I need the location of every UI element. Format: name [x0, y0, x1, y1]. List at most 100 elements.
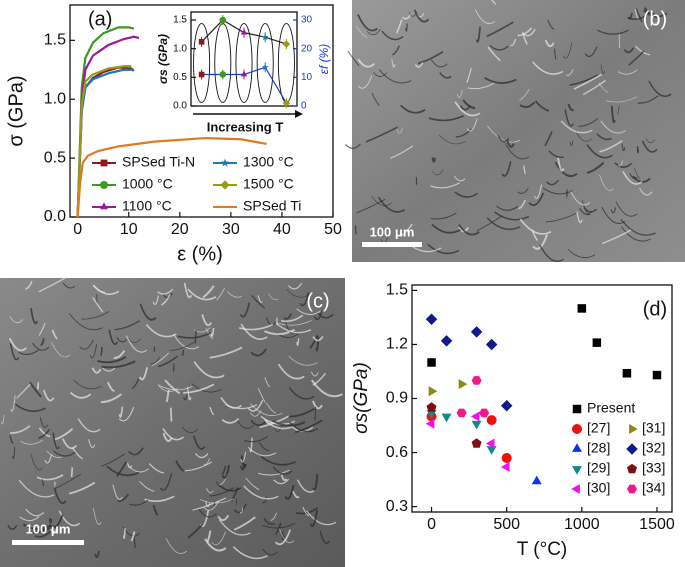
streak	[258, 442, 270, 452]
y-tick-label: 0.0	[173, 101, 187, 112]
streak	[600, 120, 626, 134]
streak	[610, 105, 616, 124]
x-tick-label: 10	[120, 221, 138, 238]
inset-x-label: Increasing T	[207, 119, 284, 134]
streak	[53, 450, 76, 457]
x-tick-label: 1500	[639, 516, 675, 533]
streak	[1, 414, 5, 425]
streak	[569, 74, 599, 86]
x-tick-label: 50	[324, 221, 342, 238]
streak	[192, 497, 227, 511]
streak	[101, 453, 126, 467]
streak	[173, 334, 200, 350]
marker	[425, 418, 435, 429]
streak	[570, 191, 591, 206]
streak	[623, 47, 635, 54]
streak	[517, 27, 533, 37]
streak	[101, 366, 116, 372]
y-tick-label: 0.5	[173, 72, 187, 83]
streak	[411, 245, 442, 253]
streak	[100, 393, 122, 404]
streak	[251, 295, 266, 309]
streak	[357, 14, 379, 32]
streak	[264, 418, 273, 425]
streak	[544, 131, 553, 147]
streak	[209, 346, 243, 359]
streak	[544, 39, 555, 48]
streak	[601, 229, 632, 245]
marker	[572, 404, 582, 414]
streak	[296, 308, 321, 316]
streak	[215, 481, 242, 492]
streak	[218, 519, 251, 536]
streak	[431, 223, 461, 234]
marker	[261, 33, 269, 41]
y-tick-label: 1.5	[386, 282, 408, 299]
streak	[431, 157, 436, 163]
arrowhead	[295, 110, 303, 118]
streak	[9, 435, 14, 444]
x-tick-label: 500	[493, 516, 520, 533]
streak	[610, 207, 617, 214]
streak	[496, 205, 519, 211]
panel-label: (b)	[643, 8, 667, 30]
legend-label: [27]	[587, 420, 610, 436]
streak	[81, 311, 110, 320]
streak	[310, 371, 319, 377]
legend-label: 1100 °C	[122, 198, 172, 214]
streak	[244, 435, 268, 443]
streak	[185, 461, 213, 472]
streak	[408, 11, 417, 17]
streak	[458, 224, 480, 236]
streak	[528, 192, 545, 206]
streak	[206, 530, 212, 543]
streak	[257, 295, 263, 304]
streak	[413, 9, 430, 23]
marker	[531, 475, 542, 485]
streak	[622, 170, 643, 185]
marker	[627, 484, 637, 494]
streak	[34, 530, 52, 538]
streak	[497, 135, 510, 143]
streak	[597, 29, 629, 35]
streak	[275, 522, 282, 535]
streak	[169, 341, 194, 351]
streak	[302, 506, 310, 517]
scale-label: 100 μm	[26, 521, 71, 536]
streak	[272, 419, 306, 427]
streak	[250, 419, 267, 427]
streak	[245, 477, 260, 491]
streak	[653, 17, 661, 24]
streak	[162, 432, 173, 442]
streak	[249, 403, 283, 416]
streak	[175, 460, 185, 472]
streak	[288, 407, 315, 418]
legend-label: SPSed Ti	[243, 198, 301, 214]
streak	[205, 501, 211, 508]
streak	[355, 26, 368, 39]
streak	[295, 419, 323, 434]
streak	[286, 289, 310, 298]
streak	[38, 429, 50, 439]
streak	[158, 355, 179, 368]
streak	[635, 8, 643, 23]
streak	[187, 288, 217, 301]
stress-strain-curve	[76, 136, 267, 218]
streak	[131, 378, 140, 390]
streak	[210, 327, 215, 337]
streak	[18, 479, 55, 498]
plot-frame	[69, 4, 334, 218]
y-tick-label: 0.6	[386, 444, 408, 461]
streak	[546, 179, 559, 186]
streak	[70, 467, 74, 478]
streak	[164, 379, 181, 395]
streak	[504, 143, 530, 160]
streak	[576, 211, 583, 224]
streak	[319, 530, 330, 544]
streak	[357, 75, 373, 89]
streak	[569, 140, 574, 146]
streak	[239, 507, 244, 514]
streak	[240, 451, 247, 463]
marker	[198, 38, 205, 45]
streak	[139, 481, 155, 492]
